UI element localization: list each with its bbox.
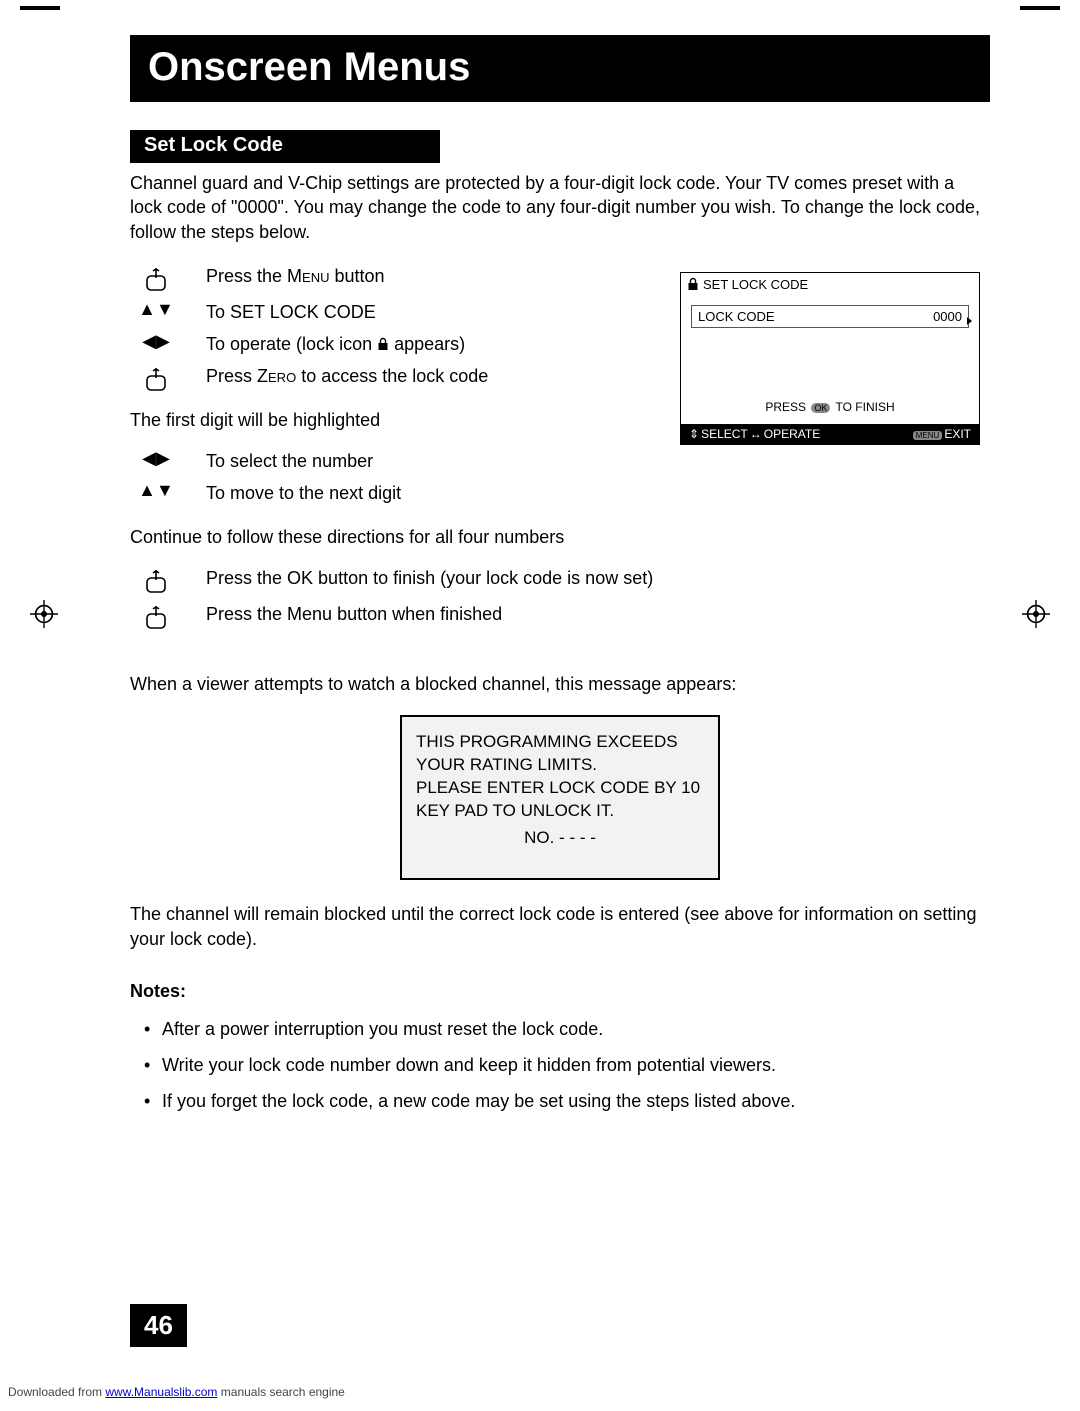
download-footer: Downloaded from www.Manualslib.com manua… xyxy=(0,1377,1080,1411)
notes-heading: Notes: xyxy=(130,981,990,1002)
tv-row-value: 0000 xyxy=(933,309,962,324)
step-text: Press the OK button to finish (your lock… xyxy=(206,564,653,591)
tv-menu-row: LOCK CODE 0000 xyxy=(691,305,969,328)
text: To operate (lock icon xyxy=(206,334,377,354)
updown-arrows-icon: ▲▼ xyxy=(130,479,182,499)
body-text: The channel will remain blocked until th… xyxy=(130,902,990,952)
step-text: To SET LOCK CODE xyxy=(206,298,376,325)
notes-list: After a power interruption you must rese… xyxy=(130,1016,990,1114)
msg-line: THIS PROGRAMMING EXCEEDS YOUR RATING LIM… xyxy=(416,731,704,777)
page-number: 46 xyxy=(130,1304,187,1347)
leftright-arrows-icon: ◀▶ xyxy=(130,330,182,350)
ok-badge-icon: OK xyxy=(811,403,830,413)
tv-menu-mockup: SET LOCK CODE LOCK CODE 0000 PRESS OK TO… xyxy=(680,272,980,445)
text: Press the xyxy=(206,266,287,286)
step-row: Press the OK button to finish (your lock… xyxy=(130,564,990,596)
list-item: After a power interruption you must rese… xyxy=(144,1016,990,1042)
lock-icon xyxy=(687,277,699,293)
step-row: ◀▶ To select the number xyxy=(130,447,650,475)
text: PRESS xyxy=(765,400,809,414)
menu-badge-icon: MENU xyxy=(913,431,943,440)
step-row: Press the Menu button when finished xyxy=(130,600,990,632)
press-button-icon xyxy=(130,600,182,632)
text: appears) xyxy=(389,334,465,354)
step-row: ▲▼ To SET LOCK CODE xyxy=(130,298,650,326)
text: button xyxy=(330,266,385,286)
tv-finish-hint: PRESS OK TO FINISH xyxy=(691,330,969,420)
msg-line: PLEASE ENTER LOCK CODE BY 10 KEY PAD TO … xyxy=(416,777,704,823)
press-button-icon xyxy=(130,362,182,394)
list-item: Write your lock code number down and kee… xyxy=(144,1052,990,1078)
intro-text: Channel guard and V-Chip settings are pr… xyxy=(130,171,990,244)
body-text: When a viewer attempts to watch a blocke… xyxy=(130,672,990,697)
text: TO FINISH xyxy=(832,400,894,414)
step-row: ▲▼ To move to the next digit xyxy=(130,479,650,507)
blocked-message-box: THIS PROGRAMMING EXCEEDS YOUR RATING LIM… xyxy=(400,715,720,880)
step-text: To operate (lock icon appears) xyxy=(206,330,465,357)
body-text: Continue to follow these directions for … xyxy=(130,525,990,550)
step-text: To select the number xyxy=(206,447,373,474)
step-row: Press the Menu button xyxy=(130,262,650,294)
updown-icon: ⇕ xyxy=(689,427,699,441)
page-title: Onscreen Menus xyxy=(130,35,990,102)
step-text: Press Zero to access the lock code xyxy=(206,362,488,389)
text: Press xyxy=(206,366,257,386)
lock-icon xyxy=(377,334,389,354)
text: EXIT xyxy=(944,427,971,441)
step-text: Press the Menu button xyxy=(206,262,385,289)
tv-menu-footer: ⇕ SELECT ↔ OPERATE MENUEXIT xyxy=(681,424,979,444)
text: to access the lock code xyxy=(296,366,488,386)
text-smallcaps: Menu xyxy=(287,266,329,286)
body-text: The first digit will be highlighted xyxy=(130,408,650,433)
tv-menu-header: SET LOCK CODE xyxy=(681,273,979,297)
leftright-icon: ↔ xyxy=(750,427,762,441)
tv-menu-title: SET LOCK CODE xyxy=(703,277,808,292)
step-row: Press Zero to access the lock code xyxy=(130,362,650,394)
step-text: Press the Menu button when finished xyxy=(206,600,502,627)
msg-code-entry: NO. - - - - xyxy=(416,827,704,850)
tv-row-label: LOCK CODE xyxy=(698,309,775,324)
text: SELECT xyxy=(701,427,748,441)
leftright-arrows-icon: ◀▶ xyxy=(130,447,182,467)
list-item: If you forget the lock code, a new code … xyxy=(144,1088,990,1114)
step-text: To move to the next digit xyxy=(206,479,401,506)
press-button-icon xyxy=(130,262,182,294)
step-row: ◀▶ To operate (lock icon appears) xyxy=(130,330,650,358)
text: OPERATE xyxy=(764,427,820,441)
updown-arrows-icon: ▲▼ xyxy=(130,298,182,318)
section-heading: Set Lock Code xyxy=(130,130,440,163)
text-smallcaps: Zero xyxy=(257,366,296,386)
press-button-icon xyxy=(130,564,182,596)
